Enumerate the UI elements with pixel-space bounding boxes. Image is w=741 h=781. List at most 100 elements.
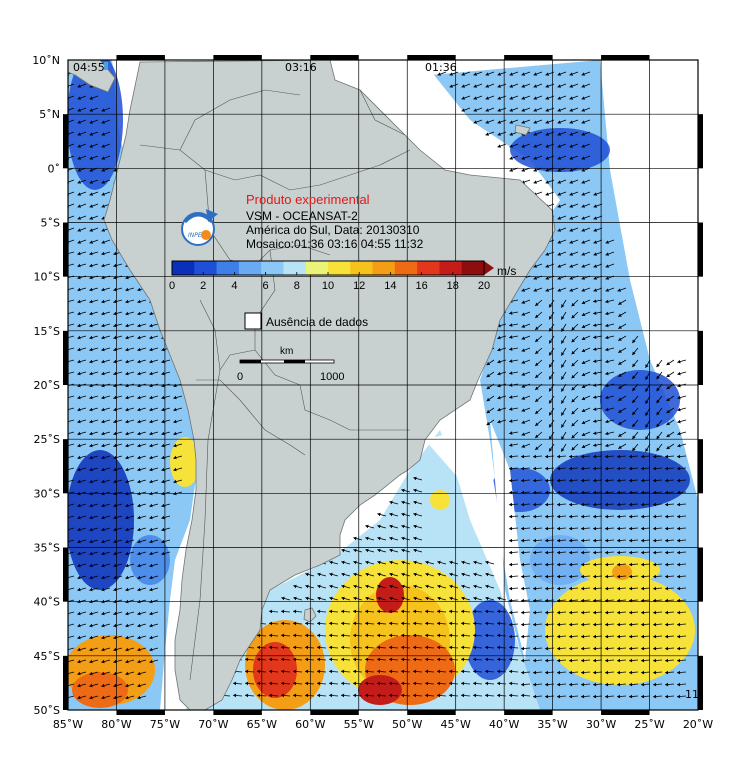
wind-arrow-head xyxy=(281,657,285,662)
wind-arrow-head xyxy=(569,72,573,76)
wind-arrow xyxy=(68,395,75,399)
wind-arrow-head xyxy=(401,693,405,698)
wind-arrow-head xyxy=(101,120,105,124)
wind-arrow-head xyxy=(605,252,609,256)
wind-arrow-head xyxy=(377,693,381,698)
wind-arrow-head xyxy=(521,550,525,555)
scale-bar-min: 0 xyxy=(237,371,243,383)
wind-arrow-head xyxy=(605,550,609,555)
wind-arrow-head xyxy=(149,431,153,436)
no-data-swatch xyxy=(244,312,262,330)
wind-arrow xyxy=(68,671,75,675)
latitude-label: 0˚ xyxy=(48,162,61,175)
frame-segment xyxy=(310,55,359,60)
wind-arrow-head xyxy=(569,180,573,184)
wind-arrow-head xyxy=(125,419,129,424)
wind-arrow-head xyxy=(549,316,553,320)
wind-arrow-head xyxy=(509,550,513,555)
wind-arrow-head xyxy=(269,645,273,650)
colorbar-swatch xyxy=(328,261,351,275)
wind-arrow-head xyxy=(353,693,357,698)
wind-arrow-head xyxy=(629,574,633,579)
wind-arrow-head xyxy=(125,503,129,508)
wind-arrow-head xyxy=(581,324,586,329)
wind-arrow-head xyxy=(461,693,465,698)
wind-arrow-head xyxy=(666,433,670,437)
wind-arrow-head xyxy=(461,633,465,638)
wind-arrow-head xyxy=(449,621,453,626)
wind-arrow-head xyxy=(353,584,357,589)
wind-arrow-head xyxy=(617,574,621,579)
wind-arrow-head xyxy=(485,669,489,674)
wind-arrow-head xyxy=(77,120,81,124)
wind-arrow-head xyxy=(569,478,573,483)
wind-arrow-head xyxy=(593,264,597,268)
wind-arrow-head xyxy=(571,326,575,331)
wind-arrow-head xyxy=(257,633,261,638)
wind-arrow-head xyxy=(89,323,93,328)
wind-arrow-head xyxy=(245,693,249,698)
wind-arrow-head xyxy=(535,410,539,414)
wind-arrow-head xyxy=(569,240,573,244)
wind-arrow-head xyxy=(149,515,153,520)
wind-arrow-head xyxy=(545,108,549,112)
wind-arrow-head xyxy=(521,538,525,543)
wind-arrow-head xyxy=(509,622,513,627)
wind-arrow-head xyxy=(341,681,345,686)
wind-arrow-head xyxy=(509,72,513,76)
wind-arrow-head xyxy=(571,374,575,379)
wind-arrow-head xyxy=(571,386,575,391)
wind-arrow-head xyxy=(581,502,585,507)
pass-time-label: 04:55 xyxy=(73,61,105,74)
wind-arrow-head xyxy=(305,681,309,686)
wind-arrow-head xyxy=(101,108,105,112)
wind-arrow-head xyxy=(317,621,321,626)
wind-arrow-head xyxy=(521,324,526,328)
wind-arrow-head xyxy=(89,695,93,700)
latitude-label: 10˚N xyxy=(32,54,60,67)
wind-arrow-head xyxy=(677,634,681,639)
wind-arrow xyxy=(68,479,75,483)
wind-arrow-head xyxy=(389,693,393,698)
wind-arrow-head xyxy=(677,514,681,519)
pass-marker xyxy=(104,62,108,70)
wind-arrow-head xyxy=(569,466,573,471)
wind-arrow-head xyxy=(101,359,105,364)
wind-arrow-head xyxy=(653,658,657,663)
wind-arrow-head xyxy=(485,120,489,124)
wind-arrow-head xyxy=(557,646,561,651)
wind-arrow-head xyxy=(317,609,321,614)
wind-arrow-head xyxy=(161,527,165,532)
wind-arrow xyxy=(68,431,75,435)
wind-arrow-head xyxy=(653,550,657,555)
wind-arrow-head xyxy=(485,132,489,136)
wind-arrow-head xyxy=(581,372,586,377)
wind-arrow-head xyxy=(593,610,597,615)
wind-arrow-head xyxy=(77,311,81,316)
wind-arrow-head xyxy=(545,264,549,268)
wind-arrow-head xyxy=(656,423,660,428)
wind-arrow-head xyxy=(101,299,105,304)
wind-arrow-head xyxy=(581,610,585,615)
wind-arrow-head xyxy=(365,657,369,662)
wind-arrow-head xyxy=(89,455,93,460)
wind-arrow-head xyxy=(377,596,381,601)
wind-arrow-head xyxy=(101,311,105,316)
wind-arrow-head xyxy=(137,419,141,424)
wind-arrow-head xyxy=(509,443,513,447)
longitude-label: 60˚W xyxy=(295,718,325,731)
wind-arrow-head xyxy=(365,548,369,553)
wind-arrow xyxy=(68,107,75,111)
wind-arrow-head xyxy=(113,419,117,424)
wind-arrow-head xyxy=(329,657,333,662)
wind-arrow-head xyxy=(341,596,345,601)
wind-arrow-head xyxy=(173,419,177,424)
wind-arrow-head xyxy=(509,419,513,423)
wind-arrow-head xyxy=(617,610,621,615)
wind-arrow-head xyxy=(617,694,621,699)
inpe-logo: INPE xyxy=(181,209,218,246)
wind-arrow-head xyxy=(549,352,553,356)
wind-arrow-head xyxy=(113,563,117,568)
wind-arrow-head xyxy=(161,551,165,556)
wind-arrow-head xyxy=(521,454,525,459)
